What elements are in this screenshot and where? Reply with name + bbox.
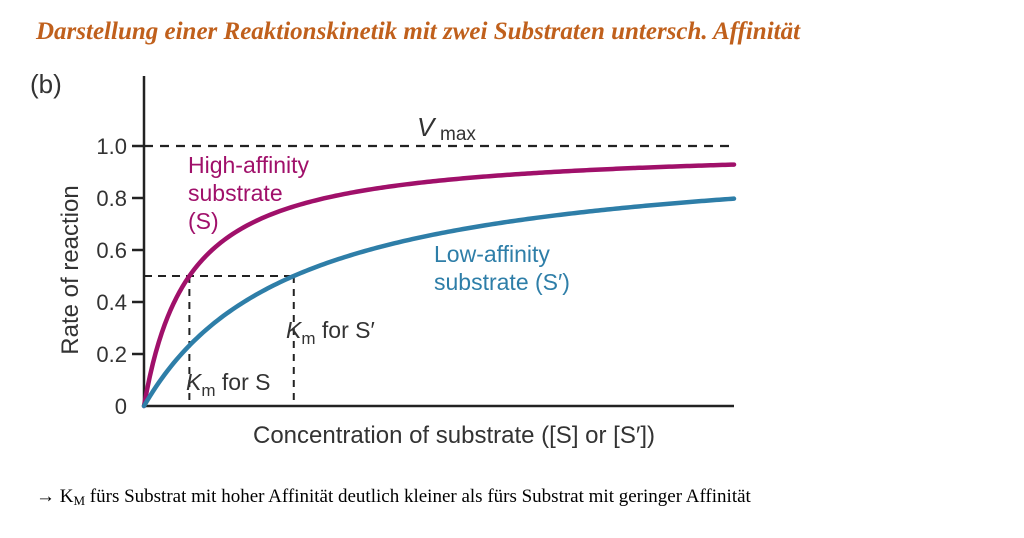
km-annotation-0: Km for S [186, 369, 270, 400]
y-tick-label: 0.2 [96, 342, 127, 367]
km-subscript: M [73, 493, 86, 508]
y-tick-label: 0.8 [96, 186, 127, 211]
page-heading: Darstellung einer Reaktionskinetik mit z… [36, 18, 801, 45]
vmax-subscript: max [440, 124, 476, 145]
series-label-high-line: substrate [188, 180, 283, 206]
vmax-label: V [417, 112, 437, 142]
panel-label: (b) [30, 69, 62, 99]
series-label-low-line: Low-affinity [434, 241, 550, 267]
footnote: → KM fürs Substrat mit hoher Affinität d… [36, 486, 751, 508]
x-axis-label: Concentration of substrate ([S] or [S′]) [253, 422, 655, 449]
series-label-high-line: High-affinity [188, 152, 310, 178]
series-label-low-line: substrate (S′) [434, 269, 570, 295]
y-tick-label: 0 [115, 394, 127, 419]
footnote-text: fürs Substrat mit hoher Affinität deutli… [85, 486, 751, 507]
km-annotation-1: Km for S′ [286, 317, 375, 348]
arrow-icon: → [36, 486, 55, 507]
y-tick-label: 0.6 [96, 238, 127, 263]
curves [141, 162, 737, 409]
y-tick-label: 0.4 [96, 290, 127, 315]
series-label-high-line: (S) [188, 208, 219, 234]
series-line-0 [141, 162, 737, 409]
km-symbol: K [59, 486, 74, 507]
y-axis-label: Rate of reaction [57, 185, 84, 354]
y-tick-label: 1.0 [96, 134, 127, 159]
axes: 0 0.2 0.4 0.6 0.8 1.0 [96, 76, 734, 419]
series-line-1 [141, 196, 737, 409]
